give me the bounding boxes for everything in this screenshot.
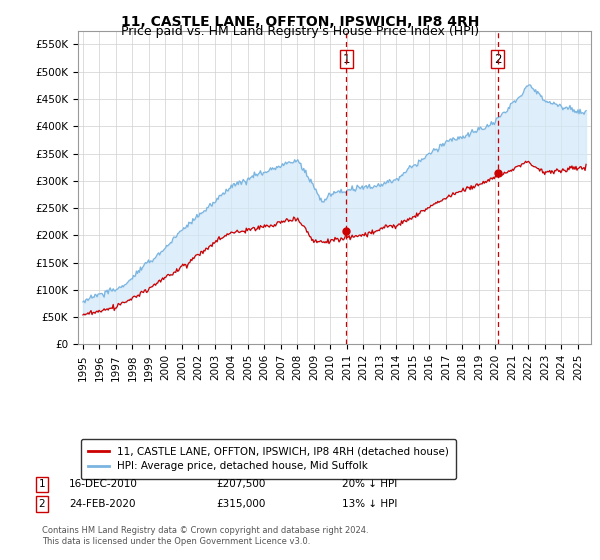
Text: £315,000: £315,000: [216, 499, 265, 509]
Text: 1: 1: [343, 53, 350, 66]
Text: £207,500: £207,500: [216, 479, 265, 489]
Text: 1: 1: [38, 479, 46, 489]
Legend: 11, CASTLE LANE, OFFTON, IPSWICH, IP8 4RH (detached house), HPI: Average price, : 11, CASTLE LANE, OFFTON, IPSWICH, IP8 4R…: [80, 439, 456, 479]
Text: 16-DEC-2010: 16-DEC-2010: [69, 479, 138, 489]
Text: 13% ↓ HPI: 13% ↓ HPI: [342, 499, 397, 509]
Text: 24-FEB-2020: 24-FEB-2020: [69, 499, 136, 509]
Text: Price paid vs. HM Land Registry's House Price Index (HPI): Price paid vs. HM Land Registry's House …: [121, 25, 479, 38]
Text: 2: 2: [38, 499, 46, 509]
Text: 2: 2: [494, 53, 502, 66]
Text: 11, CASTLE LANE, OFFTON, IPSWICH, IP8 4RH: 11, CASTLE LANE, OFFTON, IPSWICH, IP8 4R…: [121, 15, 479, 29]
Text: Contains HM Land Registry data © Crown copyright and database right 2024.
This d: Contains HM Land Registry data © Crown c…: [42, 526, 368, 546]
Text: 20% ↓ HPI: 20% ↓ HPI: [342, 479, 397, 489]
